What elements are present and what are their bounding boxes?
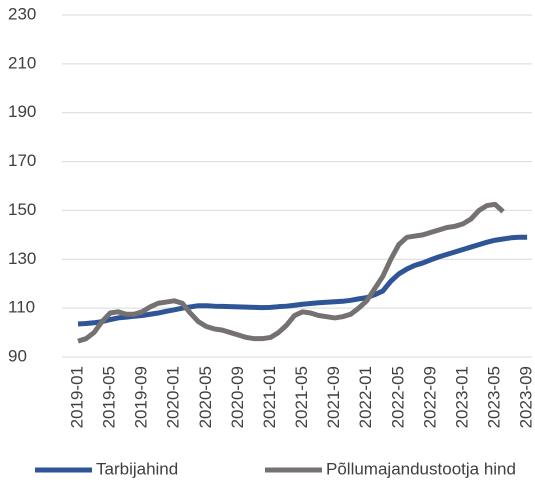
x-tick-label: 2019-01 [67,366,86,428]
x-tick-label: 2019-05 [100,366,119,428]
x-tick-label: 2020-09 [228,366,247,428]
x-tick-label: 2022-09 [420,366,439,428]
y-tick-label: 190 [8,102,36,121]
x-tick-label: 2023-09 [517,366,535,428]
y-tick-label: 150 [8,200,36,219]
y-tick-label: 110 [8,298,35,317]
y-tick-label: 230 [8,4,36,23]
legend-label: Tarbijahind [96,459,178,478]
x-tick-label: 2022-05 [388,366,407,428]
series-line [77,201,505,344]
y-tick-label: 210 [8,53,36,72]
x-tick-label: 2021-05 [292,366,311,428]
x-tick-label: 2020-01 [164,366,183,428]
legend-label: Põllumajandustootja hind [326,459,516,478]
x-tick-label: 2022-01 [356,366,375,428]
series-line [77,234,528,327]
y-tick-label: 90 [8,346,27,365]
y-tick-label: 130 [8,249,36,268]
x-tick-label: 2023-05 [485,366,504,428]
y-tick-label: 170 [8,151,36,170]
x-tick-label: 2019-09 [132,366,151,428]
x-tick-label: 2020-05 [196,366,215,428]
x-tick-label: 2021-01 [260,366,279,428]
x-tick-label: 2021-09 [324,366,343,428]
x-tick-label: 2023-01 [452,366,471,428]
